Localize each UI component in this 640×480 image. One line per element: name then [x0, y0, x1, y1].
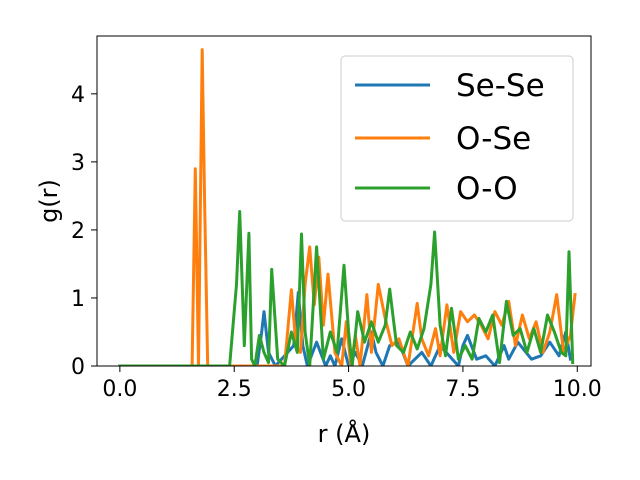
legend-label-se-se: Se-Se	[456, 68, 545, 104]
y-tick-label: 2	[71, 219, 85, 244]
y-axis-label: g(r)	[35, 179, 63, 223]
series-line-o-o	[118, 210, 575, 366]
series-line-o-se	[118, 48, 577, 366]
legend-label-o-se: O-Se	[456, 121, 531, 157]
ticks-layer: 0.0 2.5 5.0 7.5 10.0 0 1 2 3 4	[71, 83, 602, 402]
y-tick-label: 3	[71, 151, 85, 176]
y-tick-label: 1	[71, 287, 85, 312]
series-layer	[118, 48, 577, 366]
x-tick-label: 5.0	[331, 377, 366, 402]
legend-box	[340, 55, 574, 222]
y-tick-label: 0	[71, 355, 85, 380]
x-tick-label: 10.0	[553, 377, 602, 402]
x-axis-label: r (Å)	[318, 419, 371, 448]
x-tick-label: 7.5	[445, 377, 480, 402]
y-tick-label: 4	[71, 83, 85, 108]
plot-frame	[96, 35, 592, 367]
legend-label-o-o: O-O	[456, 171, 518, 207]
x-tick-label: 2.5	[217, 377, 252, 402]
x-tick-label: 0.0	[102, 377, 137, 402]
legend: Se-Se O-Se O-O	[340, 55, 574, 222]
